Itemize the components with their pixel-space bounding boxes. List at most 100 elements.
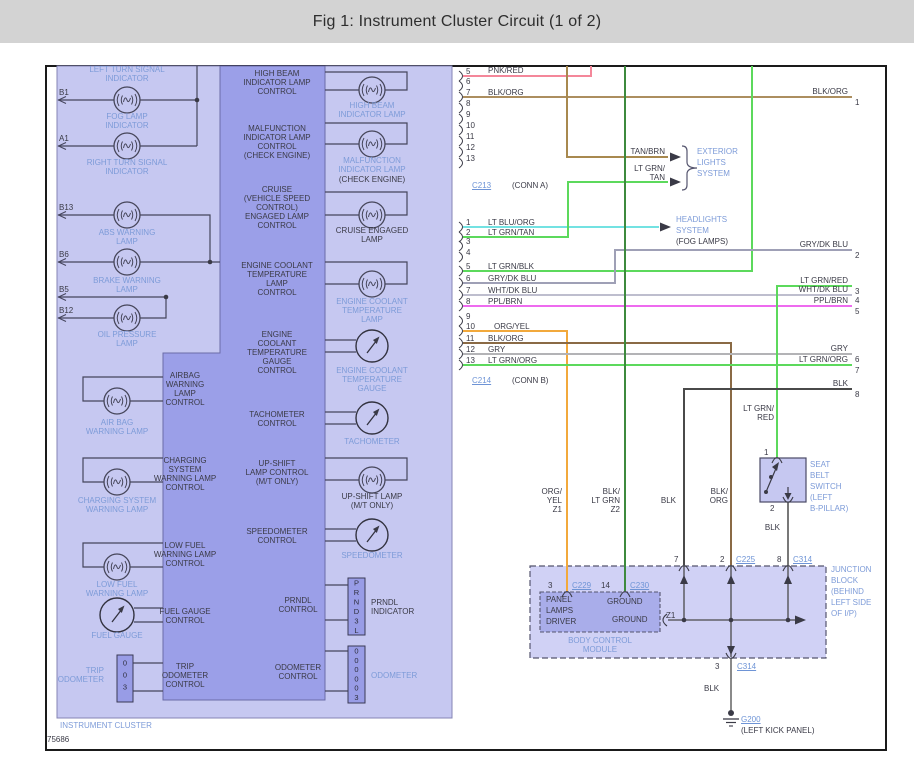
jb-pin-8-label: 8 [777, 555, 782, 564]
c213-pin-12: 12 [466, 143, 475, 152]
odometer-display-digit: 0 [354, 656, 358, 665]
prndl-display-digit: 3 [354, 617, 358, 626]
body-control-module-label: BODY CONTROL MODULE [568, 636, 632, 654]
body-control-module-box [539, 591, 661, 633]
airbag-control-label: AIRBAG WARNING LAMP CONTROL [165, 371, 205, 407]
low-fuel-warning-lamp-label: LOW FUEL WARNING LAMP [85, 580, 149, 598]
trip-odometer-display-digit: 3 [123, 683, 127, 692]
down-arrow [727, 646, 735, 655]
lamp-paren [365, 475, 368, 485]
mid-label-blk-org: BLK/ ORG [709, 487, 728, 505]
lamp-paren [120, 313, 123, 323]
c213-link[interactable]: C213 [472, 181, 492, 190]
c213-pin-8: 8 [466, 99, 471, 108]
seat-belt-switch-box [759, 457, 807, 503]
wire-blk-edge [683, 388, 852, 565]
trip-odometer-display-digit: 0 [123, 671, 127, 680]
switch-arm [765, 465, 778, 493]
lamp-paren [116, 139, 120, 153]
c314-link-bottom[interactable]: C314 [737, 662, 757, 671]
lamp-paren [120, 141, 123, 151]
edge-num-3: 3 [855, 287, 860, 296]
up-arrow [784, 575, 792, 584]
gauge-needle-tip [118, 605, 125, 613]
b13-wire [58, 214, 211, 262]
lamp-paren [131, 257, 134, 267]
c213-pin-11: 11 [466, 132, 475, 141]
exterior-lights-label: EXTERIOR LIGHTS SYSTEM [697, 147, 738, 178]
gauge-needle-tip [373, 408, 380, 416]
pin-arrow-b1 [57, 96, 67, 104]
c213-pin-5: 5 [466, 67, 471, 76]
c213-pin-10: 10 [466, 121, 475, 130]
lamp-filament [123, 143, 131, 149]
z1-label: Z1 [666, 611, 676, 620]
lamp-paren [124, 560, 128, 574]
lamp-paren [134, 208, 138, 222]
pin-b12-label: B12 [59, 306, 74, 315]
flow-arrow [660, 222, 671, 232]
ect-lamp-label: ENGINE COOLANT TEMPERATURE LAMP [336, 297, 408, 324]
c214-pin-8: 8 [466, 297, 471, 306]
g200-location-label: (LEFT KICK PANEL) [741, 726, 815, 735]
connector-chevron [782, 564, 794, 572]
connector-chevron [782, 496, 794, 504]
high-beam-lamp-label: HIGH BEAM INDICATOR LAMP [338, 101, 406, 119]
pin-arrow-b13 [57, 211, 67, 219]
prndl-display-digit: R [354, 588, 360, 597]
lamp-paren [116, 255, 120, 269]
junction-block-label: JUNCTION BLOCK (BEHIND LEFT SIDE OF I/P) [831, 565, 872, 618]
ect-gauge-control-label: ENGINE COOLANT TEMPERATURE GAUGE CONTROL [247, 330, 307, 375]
c214-pin-3: 3 [466, 237, 471, 246]
c214-pin-2: 2 [466, 228, 471, 237]
c213-pin-arc-13 [458, 157, 463, 169]
lamp-paren [124, 394, 128, 408]
edge-label-lt-grn-org: LT GRN/ORG [798, 355, 848, 364]
tachometer-label: TACHOMETER [344, 437, 400, 446]
check-engine-note: (CHECK ENGINE) [338, 175, 406, 184]
c214-link[interactable]: C214 [472, 376, 492, 385]
mid-label-blk-lt-grn-z2: BLK/ LT GRN Z2 [591, 487, 620, 514]
lamp-paren [379, 473, 383, 487]
c214-pin-arc-10 [458, 325, 463, 337]
ect-lamp-control-label: ENGINE COOLANT TEMPERATURE LAMP CONTROL [241, 261, 313, 297]
seat-belt-switch-label: SEAT BELT SWITCH (LEFT B-PILLAR) [810, 460, 849, 513]
pin-b5-label: B5 [59, 285, 69, 294]
junction-dot [207, 259, 213, 265]
ground-label-2: GROUND [612, 615, 648, 624]
lamp-filament [368, 281, 376, 287]
c214-pin-arc-4 [458, 251, 463, 263]
wire-lt-grn-red [776, 285, 852, 457]
c214-pin-12: 12 [466, 345, 475, 354]
pin-b1-label: B1 [59, 88, 69, 97]
edge-label-blk: BLK [832, 379, 848, 388]
c229-link[interactable]: C229 [572, 581, 592, 590]
lamp-filament [368, 87, 376, 93]
connector-chevron [678, 564, 690, 572]
connector-chevron [725, 564, 737, 572]
speedometer-control-label: SPEEDOMETER CONTROL [246, 527, 308, 545]
pin-arrow-a1 [57, 142, 67, 150]
c214-pin-5: 5 [466, 262, 471, 271]
fog-lamp-indicator-label: FOG LAMP INDICATOR [105, 112, 149, 130]
wire-label-lt-grn-org: LT GRN/ORG [488, 356, 538, 365]
c214-pin-arc-9 [458, 315, 463, 327]
prndl-indicator-label: PRNDL INDICATOR [371, 598, 415, 616]
c213-pin-7: 7 [466, 88, 471, 97]
edge-num-4: 4 [855, 296, 860, 305]
sheet-code: 75686 [47, 735, 70, 744]
prndl-display-digit: N [354, 598, 359, 607]
g200-link[interactable]: G200 [741, 715, 761, 724]
cluster-control-box [162, 65, 326, 701]
odometer-display-digit: 0 [354, 674, 358, 683]
c225-link[interactable]: C225 [736, 555, 756, 564]
lamp-paren [361, 277, 365, 291]
c314-link-top[interactable]: C314 [793, 555, 813, 564]
wire-blk-org-conn-b [463, 342, 732, 565]
c230-link[interactable]: C230 [630, 581, 650, 590]
wire-label-tan-brn: TAN/BRN [630, 147, 665, 156]
trip-odometer-label: TRIP ODOMETER [57, 666, 104, 684]
seat-belt-pin-1: 1 [764, 448, 769, 457]
prndl-display-digit: D [354, 607, 360, 616]
lamp-filament [123, 259, 131, 265]
